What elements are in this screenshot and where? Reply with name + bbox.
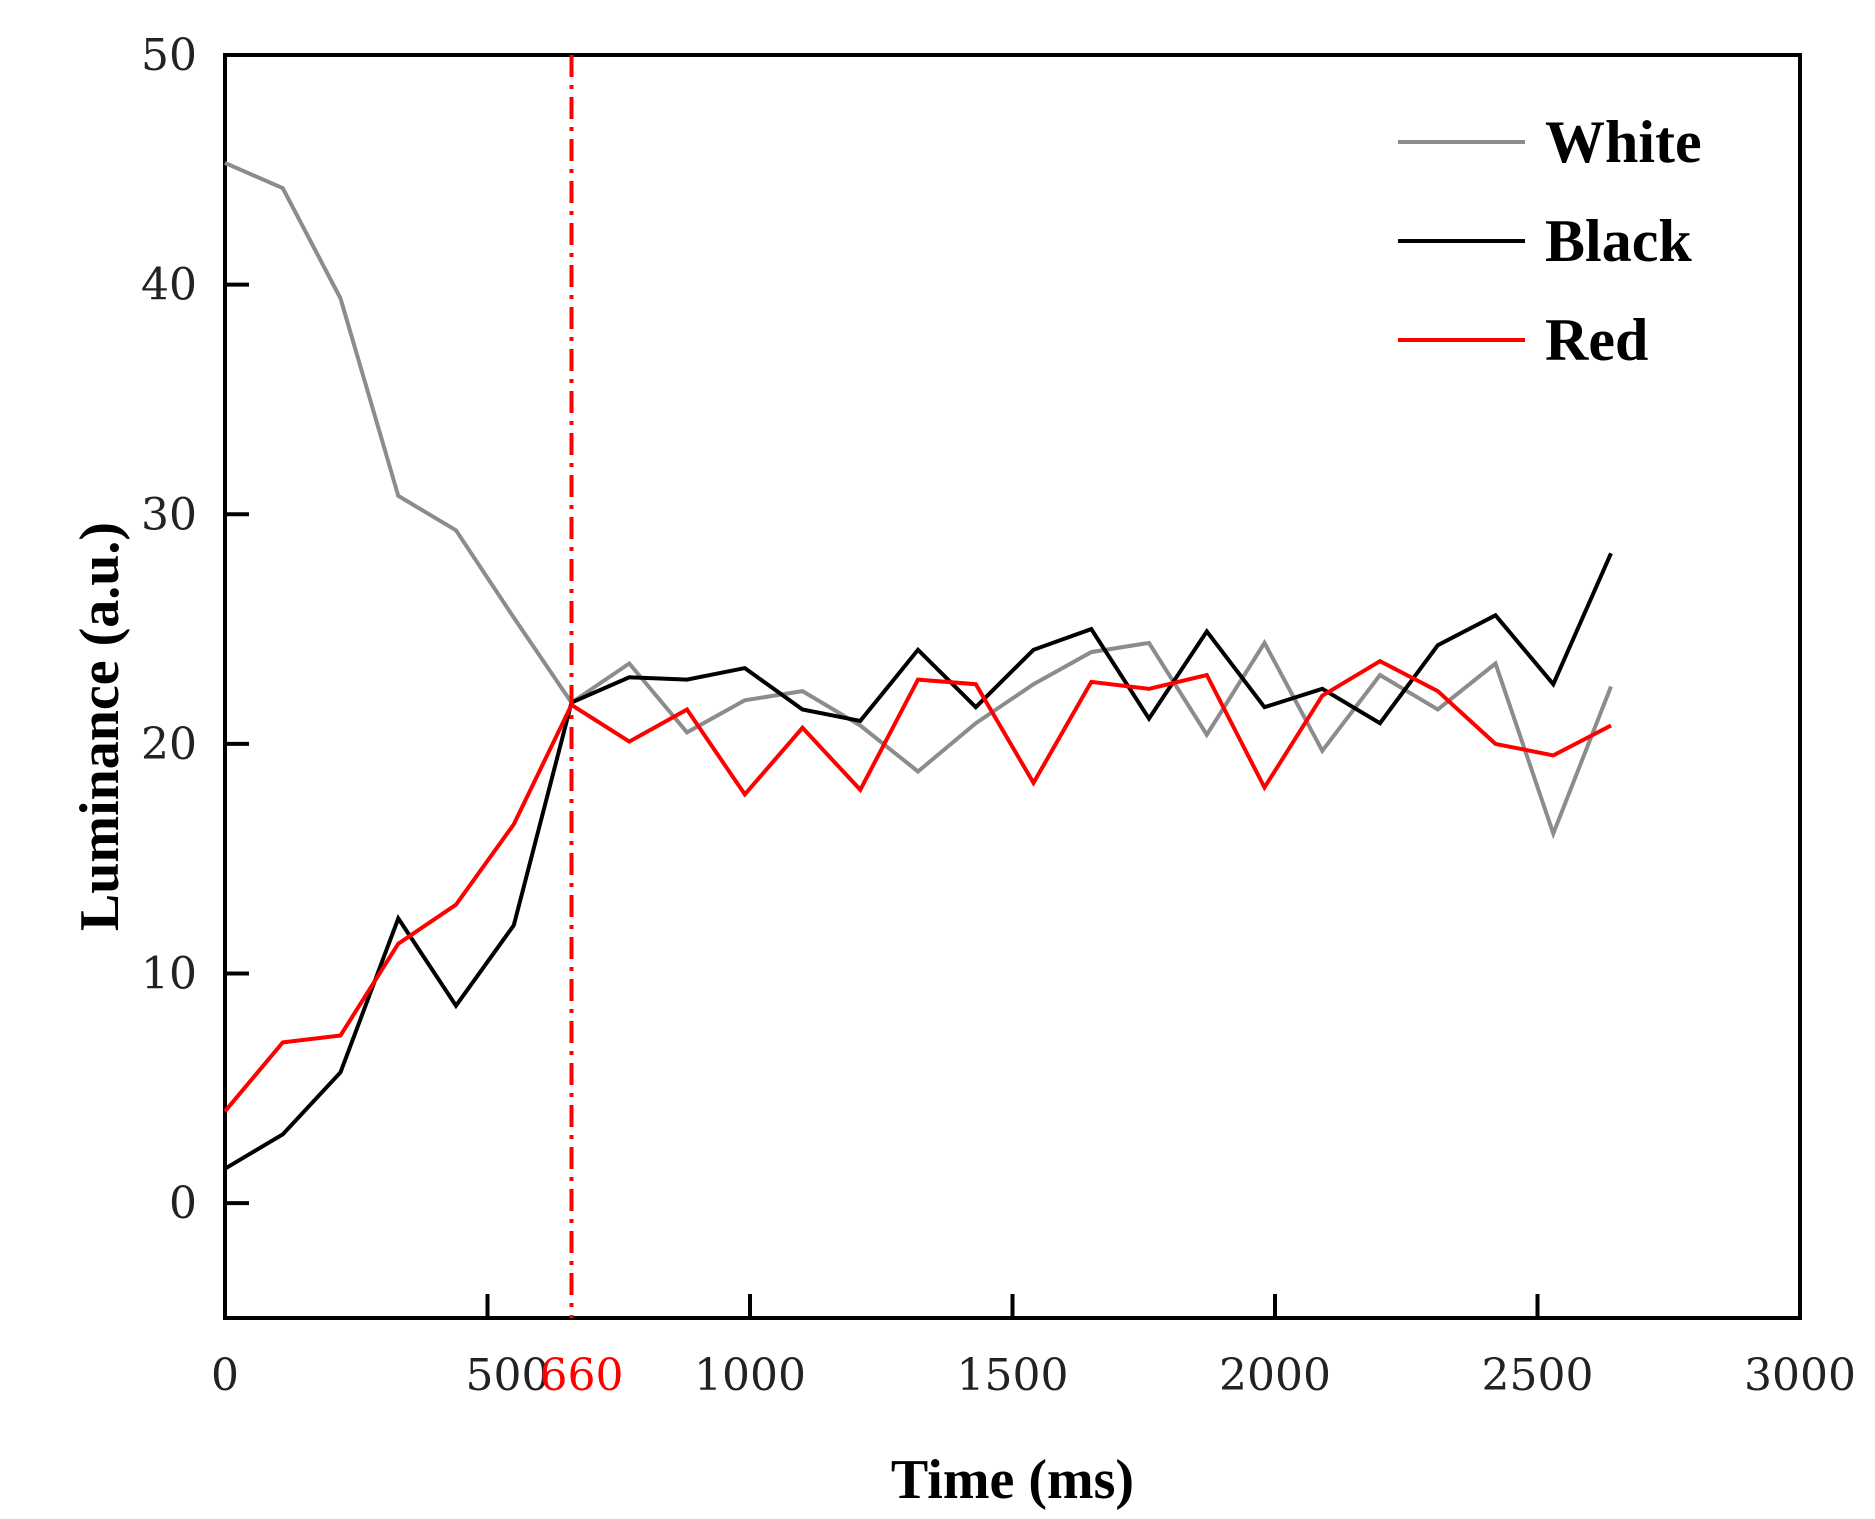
legend-label-black: Black <box>1545 208 1692 274</box>
threshold-label: 660 <box>540 1350 624 1401</box>
y-tick-label: 10 <box>141 949 197 1000</box>
y-tick-label: 0 <box>169 1178 197 1229</box>
legend-label-red: Red <box>1545 307 1648 373</box>
y-axis-title: Luminance (a.u.) <box>69 522 131 931</box>
y-tick-label: 50 <box>141 30 197 81</box>
x-tick-label: 0 <box>211 1350 239 1401</box>
series-lines <box>223 161 1613 1171</box>
annotations: 660 <box>540 55 624 1401</box>
axis-tick-labels: 0 500 1000 1500 2000 2500 3000 0 10 20 30 40 50 <box>141 30 1856 1401</box>
y-tick-label: 30 <box>141 489 197 540</box>
x-tick-label: 1000 <box>694 1350 806 1401</box>
legend-label-white: White <box>1545 109 1702 175</box>
y-tick-label: 40 <box>141 260 197 311</box>
x-axis-title: Time (ms) <box>891 1449 1134 1511</box>
x-tick-label: 2000 <box>1219 1350 1331 1401</box>
series-line-black <box>223 552 1613 1171</box>
y-tick-label: 20 <box>141 719 197 770</box>
series-line-white <box>224 161 1613 840</box>
legend: White Black Red <box>1398 109 1702 373</box>
x-tick-label: 1500 <box>957 1350 1069 1401</box>
axis-ticks <box>225 282 1540 1318</box>
x-tick-label: 500 <box>466 1350 550 1401</box>
x-tick-label: 2500 <box>1482 1350 1594 1401</box>
series-line-red <box>223 658 1612 1113</box>
x-tick-label: 3000 <box>1744 1350 1856 1401</box>
